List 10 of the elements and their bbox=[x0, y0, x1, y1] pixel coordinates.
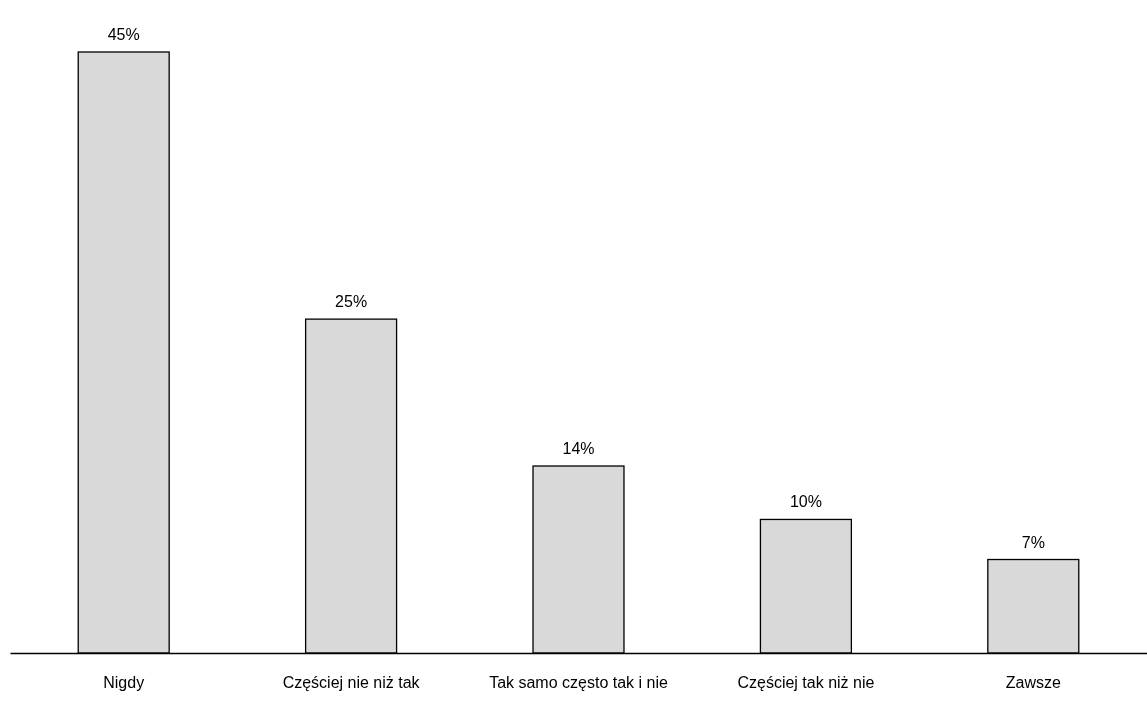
x-tick-label: Zawsze bbox=[1005, 674, 1061, 692]
data-label: 25% bbox=[335, 293, 368, 311]
x-tick-label: Częściej nie niż tak bbox=[282, 674, 421, 692]
x-tick-label: Częściej tak niż nie bbox=[737, 674, 875, 692]
data-label: 14% bbox=[562, 440, 595, 458]
data-label: 7% bbox=[1021, 533, 1045, 551]
data-label: 45% bbox=[107, 26, 140, 43]
x-tick-label: Tak samo często tak i nie bbox=[489, 674, 668, 692]
data-label: 10% bbox=[789, 493, 822, 511]
x-tick-label: Nigdy bbox=[103, 674, 145, 692]
